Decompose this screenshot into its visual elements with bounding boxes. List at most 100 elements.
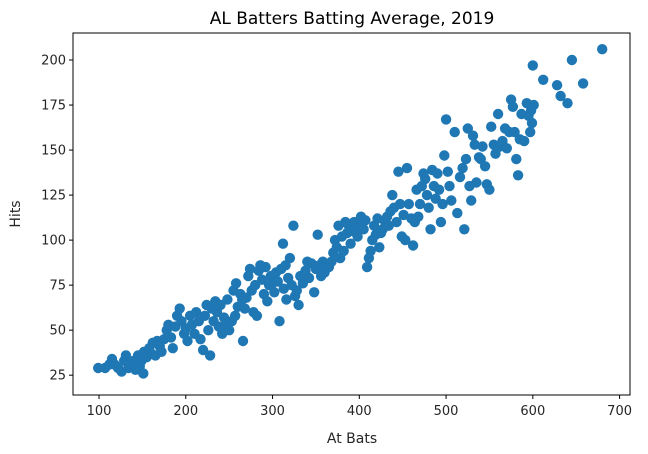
data-point (459, 224, 470, 235)
data-point (230, 278, 242, 289)
data-point (507, 101, 519, 113)
data-point (440, 114, 452, 125)
x-tick-label: 600 (520, 404, 545, 419)
data-point (338, 245, 349, 257)
data-point (442, 166, 453, 177)
data-point (241, 292, 252, 303)
x-tick-label: 700 (607, 404, 632, 419)
data-point (303, 272, 315, 284)
x-axis: 100 200 300 400 500 600 700 (87, 395, 632, 419)
data-point (477, 141, 488, 152)
data-point (251, 310, 263, 321)
data-point (403, 198, 414, 210)
data-point (274, 316, 285, 327)
data-point (281, 294, 292, 305)
data-point (423, 202, 434, 213)
data-point (433, 184, 445, 195)
y-axis-label: Hits (8, 200, 24, 227)
data-point (291, 285, 302, 296)
y-tick-label: 150 (41, 144, 66, 159)
data-point (446, 195, 457, 206)
data-point (454, 171, 466, 183)
data-point (484, 184, 495, 195)
data-point (256, 274, 268, 285)
data-point (577, 78, 589, 89)
data-point (374, 242, 385, 253)
data-point (260, 261, 271, 273)
data-point (435, 216, 447, 228)
x-tick-label: 500 (434, 404, 459, 419)
data-point (467, 130, 479, 141)
data-point (460, 153, 472, 165)
data-point (197, 344, 209, 356)
data-point (526, 117, 538, 129)
data-point (360, 215, 371, 226)
data-point (492, 108, 504, 120)
data-point (462, 123, 473, 134)
data-point (230, 310, 241, 321)
data-point (471, 177, 482, 188)
x-tick-label: 400 (347, 404, 372, 419)
data-point (361, 261, 373, 273)
data-point (466, 195, 477, 206)
data-point (365, 245, 376, 257)
data-point (538, 74, 549, 86)
x-tick-label: 100 (87, 404, 112, 419)
data-point (199, 310, 211, 321)
y-tick-label: 175 (41, 99, 66, 114)
data-point (138, 368, 149, 379)
data-point (407, 240, 419, 251)
data-point (551, 80, 563, 91)
data-point (414, 198, 426, 210)
data-point (449, 126, 460, 138)
data-point (222, 294, 233, 305)
data-point (288, 220, 299, 231)
data-point (420, 173, 431, 185)
data-point (566, 54, 578, 66)
data-point (469, 139, 480, 150)
x-axis-label: At Bats (327, 431, 377, 447)
data-point (293, 299, 304, 311)
data-point (501, 143, 512, 154)
data-point (269, 287, 280, 298)
x-tick-label: 200 (173, 404, 198, 419)
data-point (191, 307, 202, 318)
data-point (372, 213, 383, 224)
data-point (262, 296, 273, 307)
data-point (400, 234, 411, 246)
data-point (398, 209, 409, 221)
chart-title: AL Batters Batting Average, 2019 (210, 9, 495, 29)
data-point (309, 287, 320, 298)
y-tick-label: 50 (49, 324, 66, 339)
y-tick-label: 200 (41, 54, 66, 69)
data-point (528, 99, 539, 111)
data-point (165, 332, 177, 343)
data-point (120, 350, 132, 361)
data-point (425, 224, 436, 235)
data-point (519, 135, 530, 147)
x-tick-label: 300 (260, 404, 285, 419)
data-point (393, 166, 404, 177)
y-axis: 25 50 75 100 125 150 175 200 (41, 54, 73, 384)
data-point (203, 325, 214, 336)
y-tick-label: 75 (49, 279, 66, 294)
data-point (326, 256, 337, 267)
data-point (394, 198, 406, 210)
data-point (479, 161, 491, 172)
data-point (278, 283, 289, 294)
data-point (413, 211, 424, 222)
y-tick-label: 100 (41, 234, 66, 249)
data-point (345, 238, 356, 249)
data-point (277, 238, 289, 249)
data-point (401, 162, 413, 174)
data-point (244, 263, 256, 275)
data-point (597, 44, 608, 55)
data-point (237, 335, 249, 347)
data-point (391, 216, 402, 228)
data-point (358, 224, 369, 235)
data-point (486, 121, 497, 132)
data-point (555, 90, 566, 102)
data-point (387, 189, 398, 201)
data-point (312, 229, 323, 240)
data-point (509, 126, 520, 138)
